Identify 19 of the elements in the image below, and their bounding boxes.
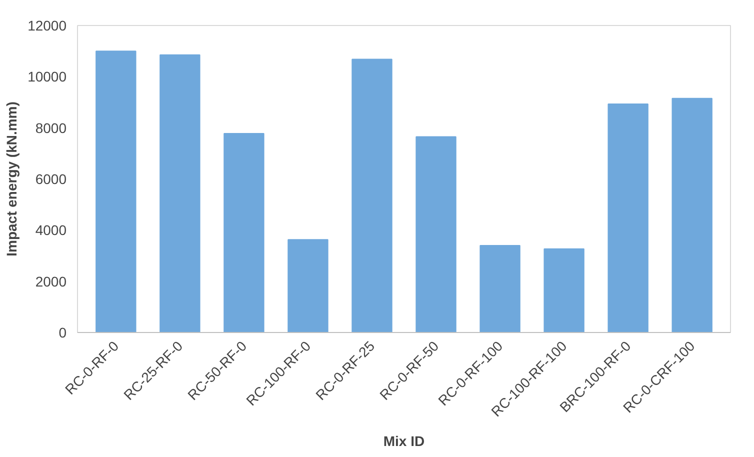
- bar: [672, 98, 712, 332]
- y-tick-label: 2000: [35, 273, 67, 290]
- bar: [608, 104, 648, 332]
- bar: [288, 239, 328, 332]
- bar: [160, 54, 200, 332]
- bar: [480, 245, 520, 332]
- bar: [96, 50, 136, 332]
- y-tick-label: 4000: [35, 222, 67, 238]
- bar: [352, 58, 392, 332]
- y-tick-label: 10000: [28, 68, 67, 85]
- x-axis-title: Mix ID: [383, 433, 425, 450]
- y-axis-title: Impact energy (kN.mm): [4, 102, 20, 256]
- y-tick-label: 8000: [35, 120, 67, 136]
- y-tick-label: 0: [58, 324, 67, 340]
- bar: [416, 136, 456, 332]
- bar: [544, 248, 584, 332]
- bar: [224, 132, 264, 332]
- y-tick-label: 12000: [28, 18, 67, 34]
- y-tick-label: 6000: [35, 171, 67, 187]
